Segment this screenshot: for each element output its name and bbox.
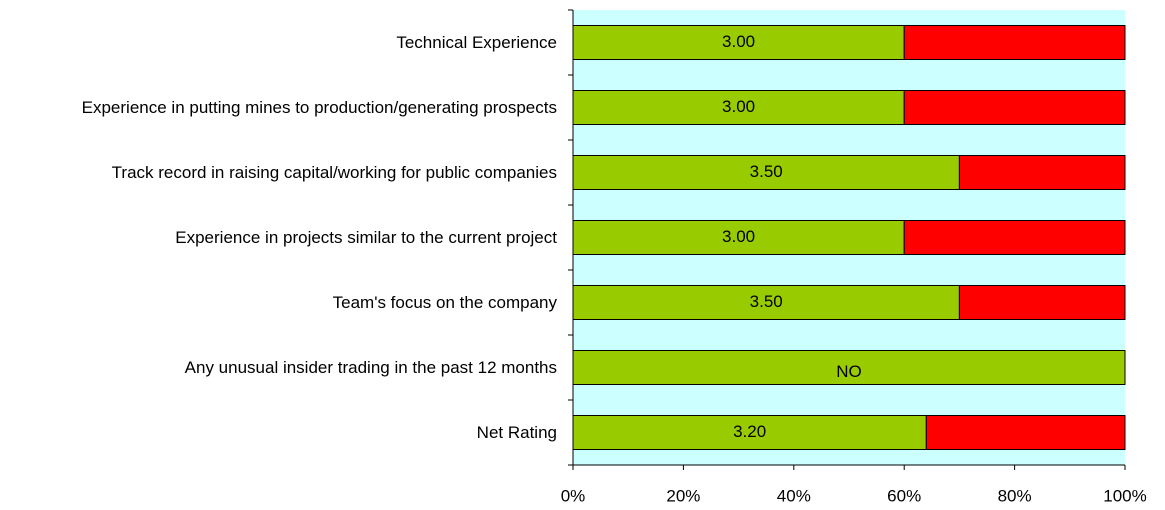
bar-segment xyxy=(958,155,1126,190)
bar-label: 3.50 xyxy=(750,292,783,311)
bar-label: 3.00 xyxy=(722,97,755,116)
bar-segment xyxy=(572,220,905,255)
bar-label: 3.00 xyxy=(722,227,755,246)
category-label: Net Rating xyxy=(476,422,557,442)
bar-segment xyxy=(903,90,1126,125)
bar-segment xyxy=(903,220,1126,255)
x-tick-label: 60% xyxy=(887,486,921,505)
bar-segment xyxy=(572,90,905,125)
bar-segment xyxy=(572,285,960,320)
bar-segment xyxy=(572,25,905,60)
bar-label: 3.20 xyxy=(733,422,766,441)
bar-label: 3.50 xyxy=(750,162,783,181)
x-tick-label: 80% xyxy=(998,486,1032,505)
x-tick-label: 40% xyxy=(777,486,811,505)
bar-label: 3.00 xyxy=(722,32,755,51)
x-tick-label: 0% xyxy=(561,486,586,505)
category-label: Team's focus on the company xyxy=(332,292,557,312)
category-label: Technical Experience xyxy=(396,32,557,52)
x-tick-label: 100% xyxy=(1103,486,1146,505)
category-label: Experience in projects similar to the cu… xyxy=(175,227,557,247)
category-label: Experience in putting mines to productio… xyxy=(81,97,557,117)
category-label: Any unusual insider trading in the past … xyxy=(184,357,557,377)
bar-segment xyxy=(925,415,1126,450)
bar-segment xyxy=(572,155,960,190)
category-label: Track record in raising capital/working … xyxy=(111,162,557,182)
bar-segment xyxy=(572,415,927,450)
x-tick-label: 20% xyxy=(666,486,700,505)
bar-segment xyxy=(903,25,1126,60)
bar-label: NO xyxy=(836,362,862,381)
bar-segment xyxy=(572,350,1126,385)
bar-segment xyxy=(958,285,1126,320)
